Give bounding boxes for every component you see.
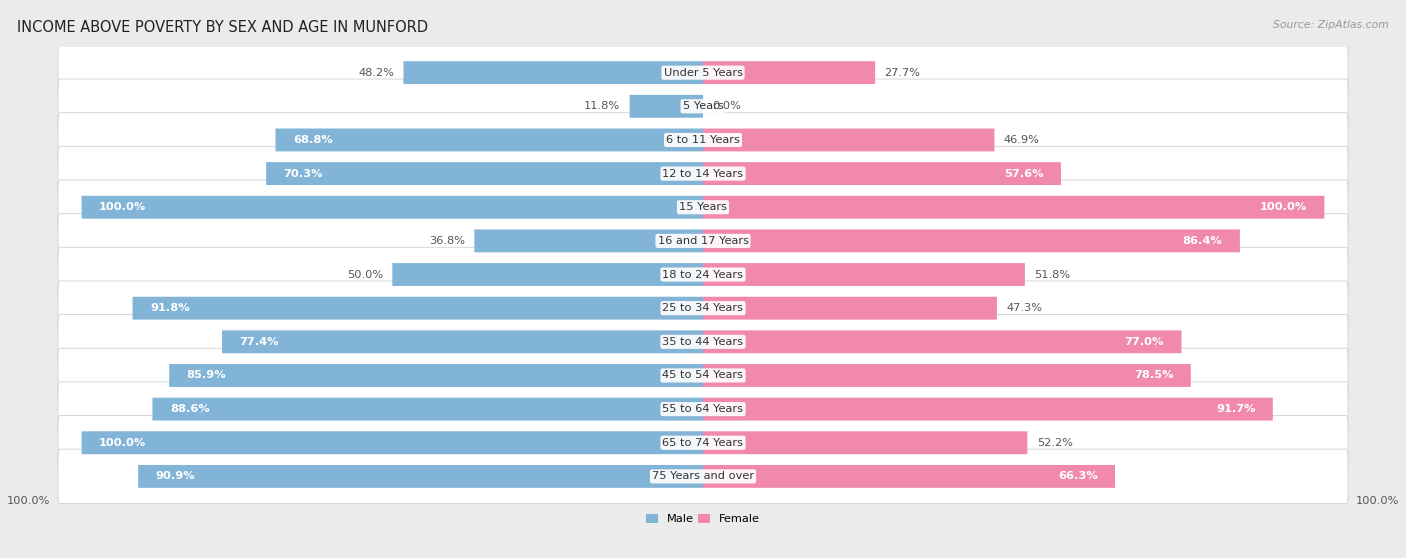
Text: 47.3%: 47.3% — [1007, 303, 1042, 313]
FancyBboxPatch shape — [703, 196, 1324, 219]
FancyBboxPatch shape — [169, 364, 703, 387]
FancyBboxPatch shape — [58, 281, 1348, 335]
Text: 51.8%: 51.8% — [1035, 270, 1070, 280]
FancyBboxPatch shape — [58, 79, 1348, 133]
FancyBboxPatch shape — [703, 330, 1181, 353]
Text: 91.8%: 91.8% — [150, 303, 190, 313]
FancyBboxPatch shape — [703, 364, 1191, 387]
Text: 55 to 64 Years: 55 to 64 Years — [662, 404, 744, 414]
Text: 52.2%: 52.2% — [1036, 437, 1073, 448]
Text: 12 to 14 Years: 12 to 14 Years — [662, 169, 744, 179]
FancyBboxPatch shape — [703, 465, 1115, 488]
FancyBboxPatch shape — [703, 128, 994, 151]
Text: 70.3%: 70.3% — [284, 169, 323, 179]
Text: 15 Years: 15 Years — [679, 202, 727, 212]
Text: 75 Years and over: 75 Years and over — [652, 472, 754, 482]
FancyBboxPatch shape — [138, 465, 703, 488]
FancyBboxPatch shape — [58, 416, 1348, 470]
FancyBboxPatch shape — [58, 315, 1348, 369]
Text: 86.4%: 86.4% — [1182, 236, 1222, 246]
Text: 0.0%: 0.0% — [713, 102, 741, 111]
Text: 65 to 74 Years: 65 to 74 Years — [662, 437, 744, 448]
FancyBboxPatch shape — [703, 61, 875, 84]
FancyBboxPatch shape — [266, 162, 703, 185]
FancyBboxPatch shape — [58, 45, 1348, 100]
Text: 35 to 44 Years: 35 to 44 Years — [662, 337, 744, 347]
FancyBboxPatch shape — [82, 431, 703, 454]
FancyBboxPatch shape — [474, 229, 703, 252]
Text: 85.9%: 85.9% — [187, 371, 226, 381]
Text: 5 Years: 5 Years — [683, 102, 723, 111]
Text: 48.2%: 48.2% — [359, 68, 394, 78]
Legend: Male, Female: Male, Female — [647, 514, 759, 525]
FancyBboxPatch shape — [222, 330, 703, 353]
Text: 77.4%: 77.4% — [239, 337, 278, 347]
Text: 78.5%: 78.5% — [1133, 371, 1174, 381]
FancyBboxPatch shape — [58, 449, 1348, 504]
FancyBboxPatch shape — [58, 348, 1348, 403]
Text: 100.0%: 100.0% — [7, 496, 51, 506]
Text: 18 to 24 Years: 18 to 24 Years — [662, 270, 744, 280]
FancyBboxPatch shape — [58, 113, 1348, 167]
FancyBboxPatch shape — [58, 214, 1348, 268]
FancyBboxPatch shape — [703, 398, 1272, 421]
FancyBboxPatch shape — [58, 146, 1348, 201]
FancyBboxPatch shape — [703, 431, 1028, 454]
FancyBboxPatch shape — [58, 180, 1348, 234]
FancyBboxPatch shape — [132, 297, 703, 320]
Text: 66.3%: 66.3% — [1057, 472, 1098, 482]
Text: 11.8%: 11.8% — [585, 102, 620, 111]
Text: 57.6%: 57.6% — [1004, 169, 1043, 179]
Text: 25 to 34 Years: 25 to 34 Years — [662, 303, 744, 313]
Text: 77.0%: 77.0% — [1125, 337, 1164, 347]
FancyBboxPatch shape — [703, 229, 1240, 252]
FancyBboxPatch shape — [392, 263, 703, 286]
FancyBboxPatch shape — [703, 162, 1062, 185]
Text: 16 and 17 Years: 16 and 17 Years — [658, 236, 748, 246]
Text: 6 to 11 Years: 6 to 11 Years — [666, 135, 740, 145]
Text: INCOME ABOVE POVERTY BY SEX AND AGE IN MUNFORD: INCOME ABOVE POVERTY BY SEX AND AGE IN M… — [17, 20, 427, 35]
Text: Source: ZipAtlas.com: Source: ZipAtlas.com — [1274, 20, 1389, 30]
Text: 100.0%: 100.0% — [98, 202, 146, 212]
FancyBboxPatch shape — [404, 61, 703, 84]
Text: 36.8%: 36.8% — [429, 236, 465, 246]
FancyBboxPatch shape — [58, 247, 1348, 302]
Text: 88.6%: 88.6% — [170, 404, 209, 414]
Text: 45 to 54 Years: 45 to 54 Years — [662, 371, 744, 381]
FancyBboxPatch shape — [152, 398, 703, 421]
Text: 50.0%: 50.0% — [347, 270, 382, 280]
FancyBboxPatch shape — [82, 196, 703, 219]
Text: 68.8%: 68.8% — [292, 135, 333, 145]
Text: 90.9%: 90.9% — [156, 472, 195, 482]
FancyBboxPatch shape — [630, 95, 703, 118]
FancyBboxPatch shape — [703, 297, 997, 320]
Text: 100.0%: 100.0% — [1355, 496, 1399, 506]
Text: 27.7%: 27.7% — [884, 68, 921, 78]
Text: 91.7%: 91.7% — [1216, 404, 1256, 414]
FancyBboxPatch shape — [58, 382, 1348, 436]
Text: 100.0%: 100.0% — [98, 437, 146, 448]
Text: 100.0%: 100.0% — [1260, 202, 1308, 212]
Text: 46.9%: 46.9% — [1004, 135, 1039, 145]
FancyBboxPatch shape — [703, 263, 1025, 286]
FancyBboxPatch shape — [276, 128, 703, 151]
Text: Under 5 Years: Under 5 Years — [664, 68, 742, 78]
